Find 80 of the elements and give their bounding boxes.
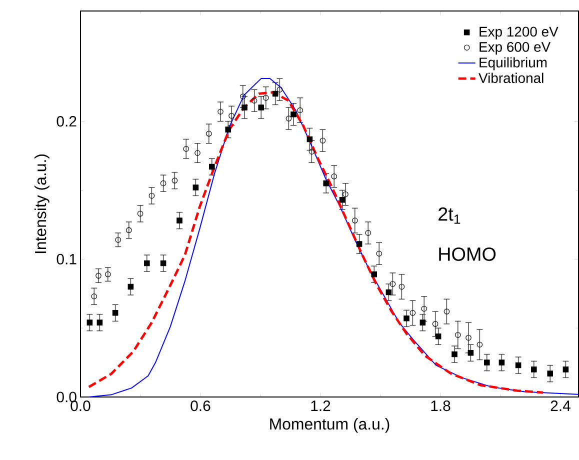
point (547, 370, 553, 376)
x-tick-label: 1.2 (311, 400, 330, 411)
point (365, 230, 371, 236)
point (432, 321, 438, 327)
point (356, 241, 362, 247)
point (263, 94, 269, 101)
point (410, 310, 416, 316)
point (160, 180, 166, 186)
point (398, 284, 405, 290)
point (115, 236, 121, 243)
point (276, 86, 283, 92)
x-tick-label: 0.6 (190, 400, 210, 412)
point (206, 130, 212, 137)
point (498, 360, 505, 366)
point (468, 350, 474, 356)
point (390, 281, 396, 287)
point (96, 320, 103, 326)
point (251, 98, 258, 104)
point (228, 112, 234, 119)
point (452, 351, 458, 358)
point (435, 333, 442, 340)
y-axis-title: Intensity (a.u.) (34, 154, 50, 254)
point (86, 320, 93, 326)
point (386, 289, 392, 296)
point (225, 126, 231, 132)
point (183, 146, 189, 152)
point (172, 178, 178, 184)
point (562, 366, 569, 372)
point (515, 362, 522, 368)
point (331, 174, 337, 180)
point (476, 342, 483, 348)
point (455, 332, 461, 338)
point (371, 271, 377, 278)
point (148, 192, 155, 199)
point (126, 227, 132, 234)
point (484, 360, 490, 366)
point (91, 293, 97, 300)
point (531, 366, 537, 372)
point (306, 136, 313, 142)
point (466, 334, 472, 341)
point (128, 284, 134, 290)
y-tick-label: 0.0 (56, 392, 76, 402)
x-tick-label: 2.4 (550, 400, 570, 411)
point (404, 316, 410, 322)
legend-label: Equilibrium (480, 57, 547, 70)
point (286, 116, 292, 122)
annotation: 2t$_{1}$ (438, 207, 460, 224)
point (376, 250, 382, 257)
point (323, 180, 329, 186)
point (112, 310, 118, 316)
point (176, 218, 182, 224)
point (218, 108, 224, 115)
y-tick-label: 0.2 (56, 116, 76, 127)
point (352, 218, 358, 224)
point (339, 196, 346, 203)
annotation: HOMO (439, 247, 496, 261)
legend-label: Vibrational (478, 72, 544, 84)
x-tick-label: 0.0 (70, 400, 90, 412)
point (444, 308, 450, 314)
point (194, 150, 200, 156)
point (272, 90, 278, 97)
point (160, 260, 166, 266)
legend-label: Exp 600 eV (480, 42, 551, 55)
point (144, 260, 150, 266)
point (105, 271, 111, 278)
x-axis-title: Momentum (a.u.) (270, 418, 390, 433)
point (137, 210, 144, 217)
point (320, 138, 326, 144)
point (96, 272, 102, 279)
point (421, 306, 427, 312)
point (192, 184, 199, 190)
point (290, 112, 296, 118)
point (308, 148, 315, 155)
point (209, 164, 215, 170)
y-tick-label: 0.1 (56, 254, 76, 264)
x-tick-label: 1.8 (431, 400, 450, 412)
point (258, 104, 264, 110)
point (342, 191, 348, 198)
legend-label: Exp 1200 eV (480, 26, 558, 40)
point (297, 107, 303, 114)
